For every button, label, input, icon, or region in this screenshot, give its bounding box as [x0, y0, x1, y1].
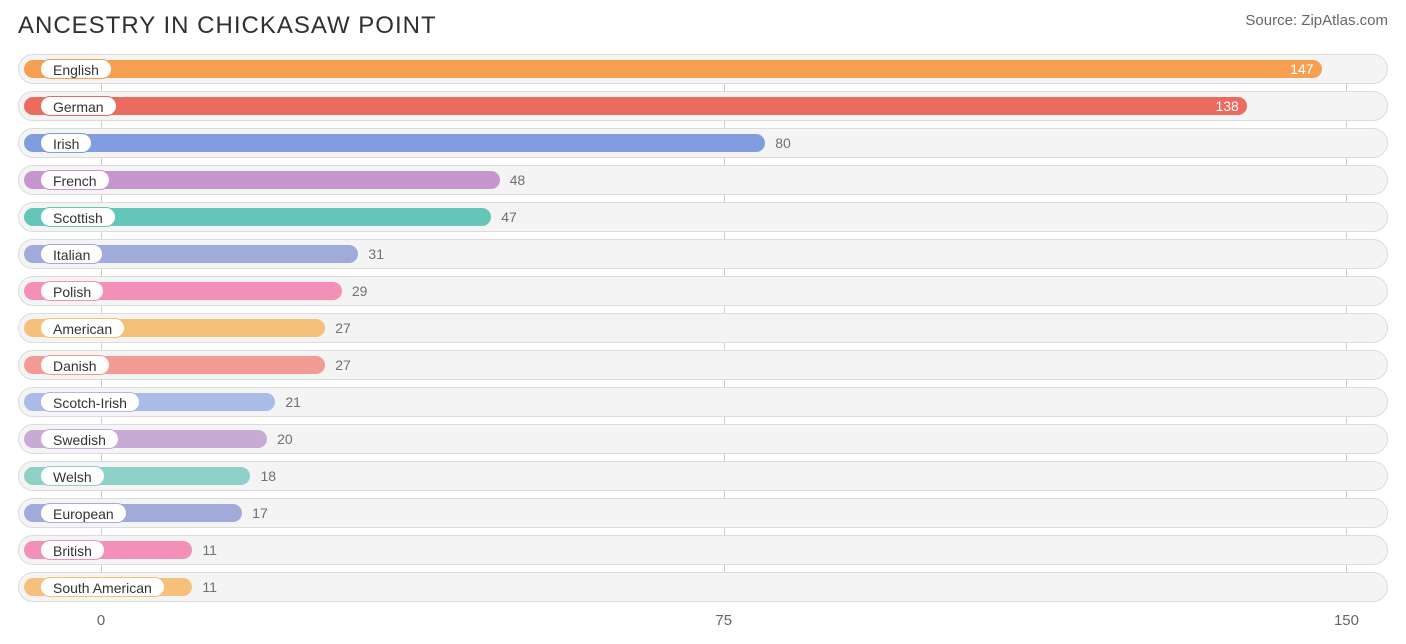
- plot-region: 147 English 138 German 80 Irish 48 French 47 Scot…: [18, 54, 1388, 602]
- x-tick-label: 0: [97, 612, 105, 629]
- bar-value: 21: [285, 392, 301, 412]
- chart-area: 147 English 138 German 80 Irish 48 French 47 Scot…: [18, 54, 1388, 636]
- bar-label: Swedish: [40, 429, 119, 449]
- bar-value: 27: [335, 355, 351, 375]
- bar-value: 20: [277, 429, 293, 449]
- source-attribution: Source: ZipAtlas.com: [1245, 12, 1388, 29]
- bar-value: 17: [252, 503, 268, 523]
- bar-value: 27: [335, 318, 351, 338]
- x-tick-label: 150: [1334, 612, 1359, 629]
- bar-label: French: [40, 170, 110, 190]
- bar-label: Welsh: [40, 466, 105, 486]
- bar-value: 48: [510, 170, 526, 190]
- bar-value: 47: [501, 207, 517, 227]
- bar-label: German: [40, 96, 117, 116]
- bar-value: 138: [1207, 96, 1239, 116]
- bar-label: Polish: [40, 281, 104, 301]
- bar: [24, 97, 1247, 115]
- bar-label: Irish: [40, 133, 92, 153]
- bar-label: Scottish: [40, 207, 116, 227]
- bar-value: 147: [1282, 59, 1314, 79]
- bar-value: 29: [352, 281, 368, 301]
- bar-value: 31: [368, 244, 384, 264]
- bar-label: English: [40, 59, 112, 79]
- x-tick-label: 75: [715, 612, 732, 629]
- bar-value: 11: [202, 540, 217, 560]
- source-name: ZipAtlas.com: [1301, 12, 1388, 29]
- bar-value: 80: [775, 133, 791, 153]
- bar-label: European: [40, 503, 127, 523]
- bar-track: [18, 535, 1388, 565]
- bar-label: Italian: [40, 244, 103, 264]
- bar-label: British: [40, 540, 105, 560]
- bar: [24, 134, 765, 152]
- bar-value: 11: [202, 577, 217, 597]
- bar-label: Scotch-Irish: [40, 392, 140, 412]
- bar-value: 18: [260, 466, 276, 486]
- bar: [24, 60, 1322, 78]
- x-axis: 0 75 150: [18, 606, 1388, 636]
- chart-title: ANCESTRY IN CHICKASAW POINT: [18, 12, 437, 40]
- bar-label: Danish: [40, 355, 110, 375]
- bar-label: American: [40, 318, 125, 338]
- bar-label: South American: [40, 577, 165, 597]
- bar-track: [18, 572, 1388, 602]
- source-prefix: Source:: [1245, 12, 1301, 29]
